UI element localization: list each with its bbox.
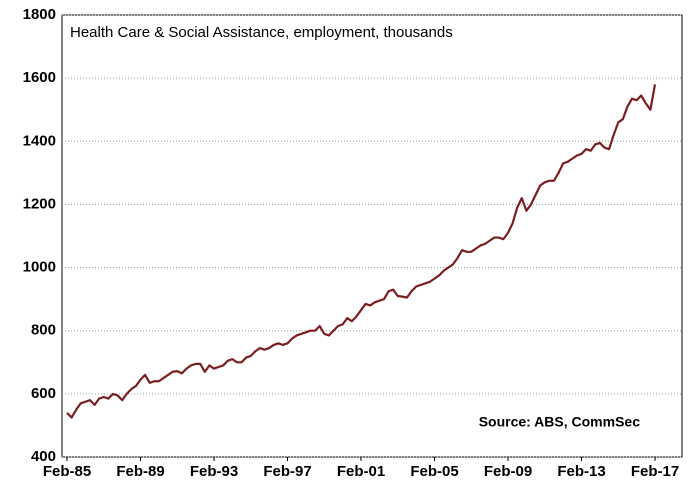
data-line	[66, 84, 657, 419]
y-tick-label: 800	[31, 322, 56, 339]
x-tick-label: Feb-17	[631, 463, 679, 480]
source-note: Source: ABS, CommSec	[479, 414, 641, 430]
y-tick-label: 1600	[23, 69, 56, 86]
x-tick-label: Feb-85	[43, 463, 91, 480]
y-tick-label: 1400	[23, 132, 56, 149]
plot-area	[61, 14, 683, 458]
chart-title: Health Care & Social Assistance, employm…	[70, 24, 453, 41]
x-tick-label: Feb-93	[190, 463, 238, 480]
y-tick-label: 400	[31, 448, 56, 465]
y-tick-label: 1000	[23, 259, 56, 276]
y-tick-label: 1200	[23, 195, 56, 212]
y-tick-label: 600	[31, 385, 56, 402]
x-tick-label: Feb-01	[337, 463, 385, 480]
y-tick-label: 1800	[23, 6, 56, 23]
x-tick-label: Feb-97	[263, 463, 311, 480]
x-tick-label: Feb-13	[557, 463, 605, 480]
x-tick-label: Feb-89	[116, 463, 164, 480]
x-tick-label: Feb-05	[410, 463, 458, 480]
x-tick-label: Feb-09	[484, 463, 532, 480]
